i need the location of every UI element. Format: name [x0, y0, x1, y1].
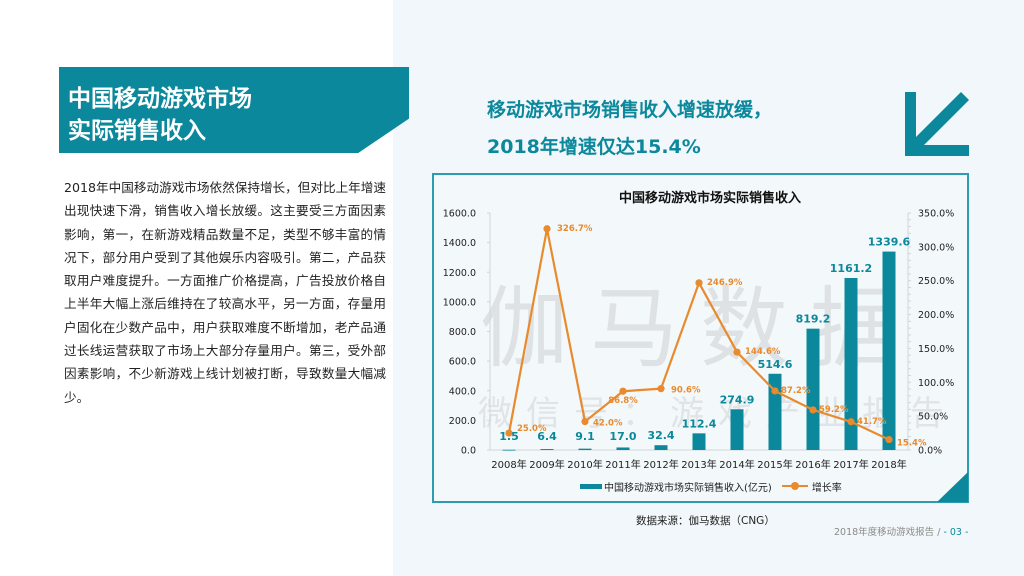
bar: [730, 409, 744, 450]
growth-marker: [885, 435, 893, 444]
x-tick-label: 2015年: [757, 458, 792, 471]
chart-legend: 中国移动游戏市场实际销售收入(亿元) 增长率: [580, 479, 842, 494]
growth-value-label: 246.9%: [707, 278, 743, 288]
bar-value-label: 6.4: [537, 430, 557, 443]
legend-bar-swatch: [580, 483, 602, 489]
section-title-line1: 中国移动游戏市场: [68, 86, 252, 112]
legend-line-swatch: [781, 482, 808, 490]
growth-marker: [543, 225, 551, 233]
growth-marker: [695, 279, 703, 287]
headline-line1: 移动游戏市场销售收入增速放缓，: [487, 99, 773, 121]
growth-marker: [657, 385, 665, 393]
bar-value-label: 819.2: [796, 313, 831, 326]
growth-marker: [809, 406, 817, 414]
y-left-tick-label: 1400.0: [443, 238, 476, 249]
x-tick-label: 2018年: [871, 458, 906, 471]
x-tick-label: 2013年: [681, 458, 716, 471]
growth-value-label: 42.0%: [593, 419, 623, 429]
bar: [806, 328, 820, 450]
y-right-tick-label: 350.0%: [918, 209, 954, 220]
x-tick-label: 2016年: [795, 458, 830, 471]
y-left-tick-label: 600.0: [449, 357, 476, 368]
bar-value-label: 1.5: [499, 430, 519, 443]
bar-value-label: 112.4: [682, 417, 717, 430]
x-tick-label: 2011年: [605, 458, 640, 471]
growth-value-label: 15.4%: [897, 439, 927, 449]
growth-marker: [847, 418, 855, 426]
body-paragraph: 2018年中国移动游戏市场依然保持增长，但对比上年增速出现快速下滑，销售收入增长…: [64, 180, 386, 405]
page-footer: 2018年度移动游戏报告 / - 03 -: [834, 524, 968, 538]
x-tick-label: 2008年: [491, 458, 526, 471]
bar-value-label: 32.4: [647, 429, 674, 442]
y-right-tick-label: 150.0%: [918, 344, 954, 355]
y-right-tick-label: 250.0%: [918, 276, 954, 287]
page-number: - 03 -: [943, 527, 969, 538]
growth-value-label: 87.2%: [781, 386, 811, 396]
y-left-tick-label: 800.0: [449, 327, 476, 338]
growth-value-label: 326.7%: [557, 224, 593, 234]
watermark-sub: 微信号：游戏产业报告: [478, 394, 958, 434]
headline-line2: 2018年增速仅达15.4%: [487, 136, 701, 158]
bar: [654, 445, 668, 450]
y-right-tick-label: 300.0%: [918, 242, 954, 253]
y-left-tick-label: 1200.0: [443, 268, 476, 279]
y-right-tick-label: 0.0%: [918, 446, 942, 457]
x-tick-label: 2010年: [567, 458, 602, 471]
section-title-banner: [59, 67, 409, 153]
bar-value-label: 514.6: [758, 358, 793, 371]
bar: [502, 449, 516, 451]
y-left-tick-label: 400.0: [449, 386, 476, 397]
arrow-down-left-icon: [905, 92, 969, 156]
chart-title: 中国移动游戏市场实际销售收入: [618, 191, 801, 206]
data-source: 数据来源：伽马数据（CNG）: [636, 515, 775, 527]
y-left-tick-label: 1600.0: [443, 209, 476, 220]
growth-marker: [733, 348, 741, 356]
growth-marker: [505, 429, 513, 437]
footer-report-title: 2018年度移动游戏报告 /: [834, 527, 941, 538]
y-right-tick-label: 50.0%: [918, 412, 948, 423]
growth-marker: [619, 387, 627, 395]
y-left-tick-label: 0.0: [461, 446, 476, 457]
growth-value-label: 25.0%: [517, 424, 547, 434]
x-tick-label: 2009年: [529, 458, 564, 471]
growth-value-label: 86.8%: [608, 396, 638, 406]
growth-value-label: 144.6%: [745, 347, 781, 357]
y-left-tick-label: 1000.0: [443, 297, 476, 308]
legend-line-label: 增长率: [811, 482, 842, 494]
bar-value-label: 17.0: [609, 430, 636, 443]
growth-value-label: 90.6%: [671, 386, 701, 396]
bar: [844, 277, 858, 450]
watermark-main: 伽马数据: [480, 277, 921, 380]
legend-bar-label: 中国移动游戏市场实际销售收入(亿元): [604, 482, 772, 494]
x-tick-label: 2012年: [643, 458, 678, 471]
bar-value-label: 9.1: [575, 430, 595, 443]
section-title-line2: 实际销售收入: [68, 118, 206, 144]
growth-value-label: 59.2%: [819, 405, 849, 415]
y-right-tick-label: 100.0%: [918, 378, 954, 389]
x-tick-label: 2017年: [833, 458, 868, 471]
y-left-tick-label: 200.0: [449, 416, 476, 427]
chart-headline: 移动游戏市场销售收入增速放缓， 2018年增速仅达15.4%: [487, 92, 887, 166]
bar: [616, 447, 630, 450]
bar: [692, 433, 706, 450]
bar-value-label: 274.9: [720, 393, 755, 406]
bar-value-label: 1339.6: [868, 236, 911, 249]
section-title: 中国移动游戏市场 实际销售收入: [68, 83, 398, 147]
growth-value-label: 41.7%: [857, 417, 887, 427]
growth-marker: [581, 417, 589, 426]
bar: [578, 448, 592, 450]
y-right-tick-label: 200.0%: [918, 310, 954, 321]
x-tick-label: 2014年: [719, 458, 754, 471]
bar: [882, 251, 896, 450]
bar: [540, 449, 554, 450]
bar-value-label: 1161.2: [830, 262, 872, 275]
growth-marker: [771, 387, 779, 395]
